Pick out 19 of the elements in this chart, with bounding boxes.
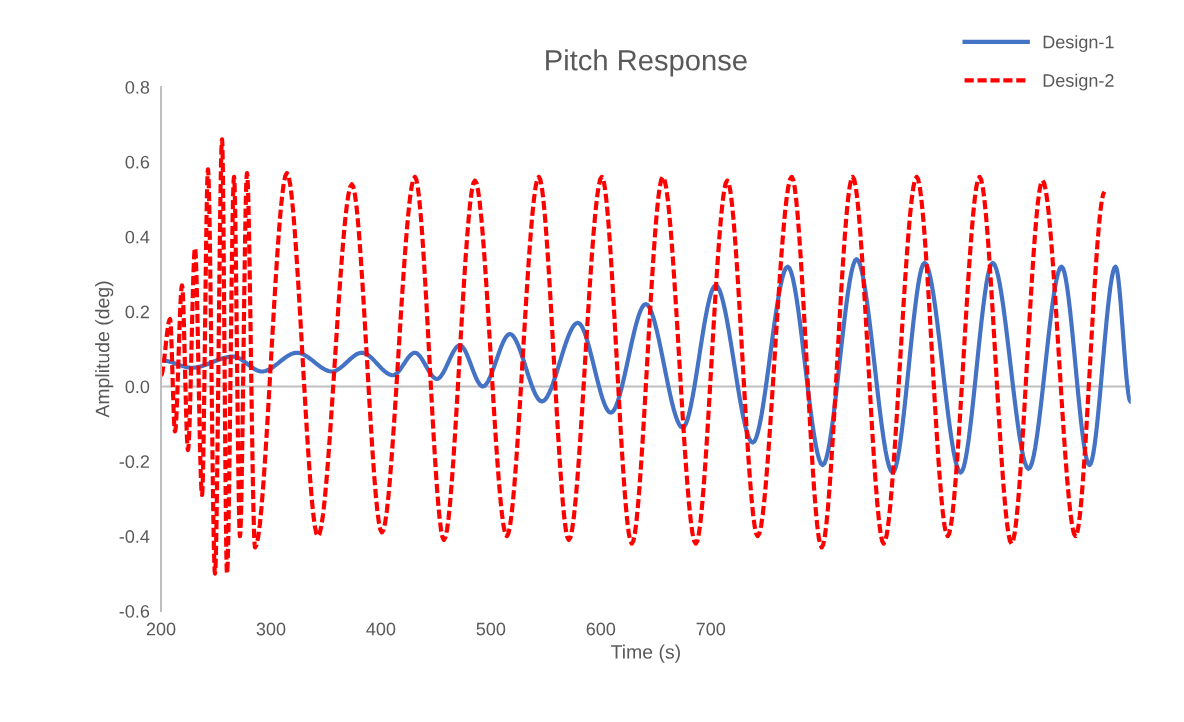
y-tick-label: -0.2: [119, 455, 150, 469]
x-tick-label: 400: [366, 622, 396, 636]
chart-title: Pitch Response: [546, 49, 747, 77]
y-tick-label: -0.4: [119, 530, 150, 543]
y-tick-label: 0.4: [125, 230, 150, 244]
x-tick-label: 200: [146, 622, 176, 636]
x-axis-title: Time (s): [611, 644, 680, 663]
x-tick-label: 500: [476, 622, 506, 636]
legend-label: Design-2: [1043, 73, 1114, 91]
y-tick-label: 0.6: [125, 155, 150, 169]
y-tick-label: 0.2: [125, 305, 150, 319]
y-tick-label: -0.6: [119, 604, 150, 618]
x-tick-label: 700: [696, 622, 726, 636]
y-tick-label: 0.8: [125, 80, 150, 94]
legend-label: Design-1: [1043, 35, 1114, 52]
x-tick-label: 600: [586, 622, 616, 636]
y-tick-label: 0.0: [125, 380, 150, 394]
y-axis-title: Amplitude (deg): [95, 281, 114, 418]
x-tick-label: 300: [256, 622, 286, 636]
